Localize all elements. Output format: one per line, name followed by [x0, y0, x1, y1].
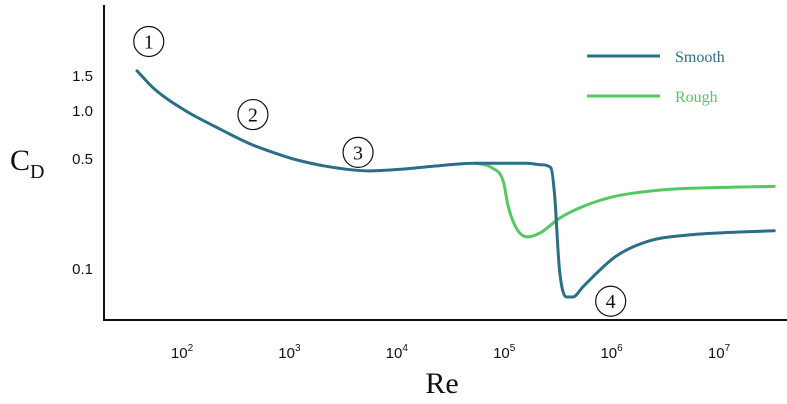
annotation-marker: 4: [595, 285, 627, 317]
annotation-label: 4: [606, 291, 616, 313]
x-tick-exponent: 3: [295, 343, 301, 354]
x-tick-exponent: 4: [402, 343, 408, 354]
x-tick-label: 105: [493, 343, 516, 362]
x-tick-base: 10: [493, 345, 510, 362]
annotation-marker: 2: [237, 98, 269, 131]
x-tick-exponent: 5: [510, 343, 516, 354]
annotation-label: 2: [248, 105, 258, 127]
legend-label-smooth: Smooth: [675, 49, 725, 66]
x-tick-exponent: 7: [725, 343, 731, 354]
annotation-circle: [595, 285, 627, 317]
y-axis-title: CD: [10, 144, 44, 183]
x-tick-base: 10: [386, 345, 403, 362]
x-tick-exponent: 6: [617, 343, 623, 354]
x-tick-label: 102: [171, 343, 194, 362]
x-tick-exponent: 2: [188, 343, 194, 354]
x-tick-base: 10: [708, 345, 725, 362]
y-tick-label: 1.0: [72, 103, 93, 120]
annotation-circle: [237, 98, 269, 131]
x-tick-label: 107: [708, 343, 731, 362]
annotation-circle: [342, 136, 374, 168]
annotation-marker: 1: [133, 25, 165, 58]
x-tick-label: 104: [386, 343, 409, 362]
x-axis-title: Re: [425, 367, 458, 400]
legend-label-rough: Rough: [675, 89, 718, 106]
annotations: 1 2 3 4: [133, 25, 627, 317]
x-tick-label: 106: [600, 343, 623, 362]
legend: Smooth Rough: [587, 49, 725, 106]
series-layer: [135, 69, 776, 299]
y-tick-labels: 1.5 1.0 0.5 0.1: [72, 68, 93, 278]
x-tick-label: 103: [278, 343, 301, 362]
y-axis-title-main: C: [10, 144, 30, 177]
y-axis-title-subscript: D: [30, 161, 44, 183]
annotation-label: 1: [144, 31, 154, 53]
annotation-label: 3: [353, 142, 363, 164]
x-tick-base: 10: [600, 345, 617, 362]
x-tick-base: 10: [278, 345, 295, 362]
annotation-marker: 3: [342, 136, 374, 168]
x-tick-base: 10: [171, 345, 188, 362]
axes: [103, 5, 787, 321]
series-line-rough: [474, 161, 776, 239]
series-line-smooth: [135, 69, 776, 299]
x-tick-labels: 102 103 104 105 106 107: [171, 343, 731, 362]
y-tick-label: 1.5: [72, 68, 93, 85]
y-tick-label: 0.5: [72, 151, 93, 168]
annotation-circle: [133, 25, 165, 58]
y-tick-label: 0.1: [72, 261, 93, 278]
